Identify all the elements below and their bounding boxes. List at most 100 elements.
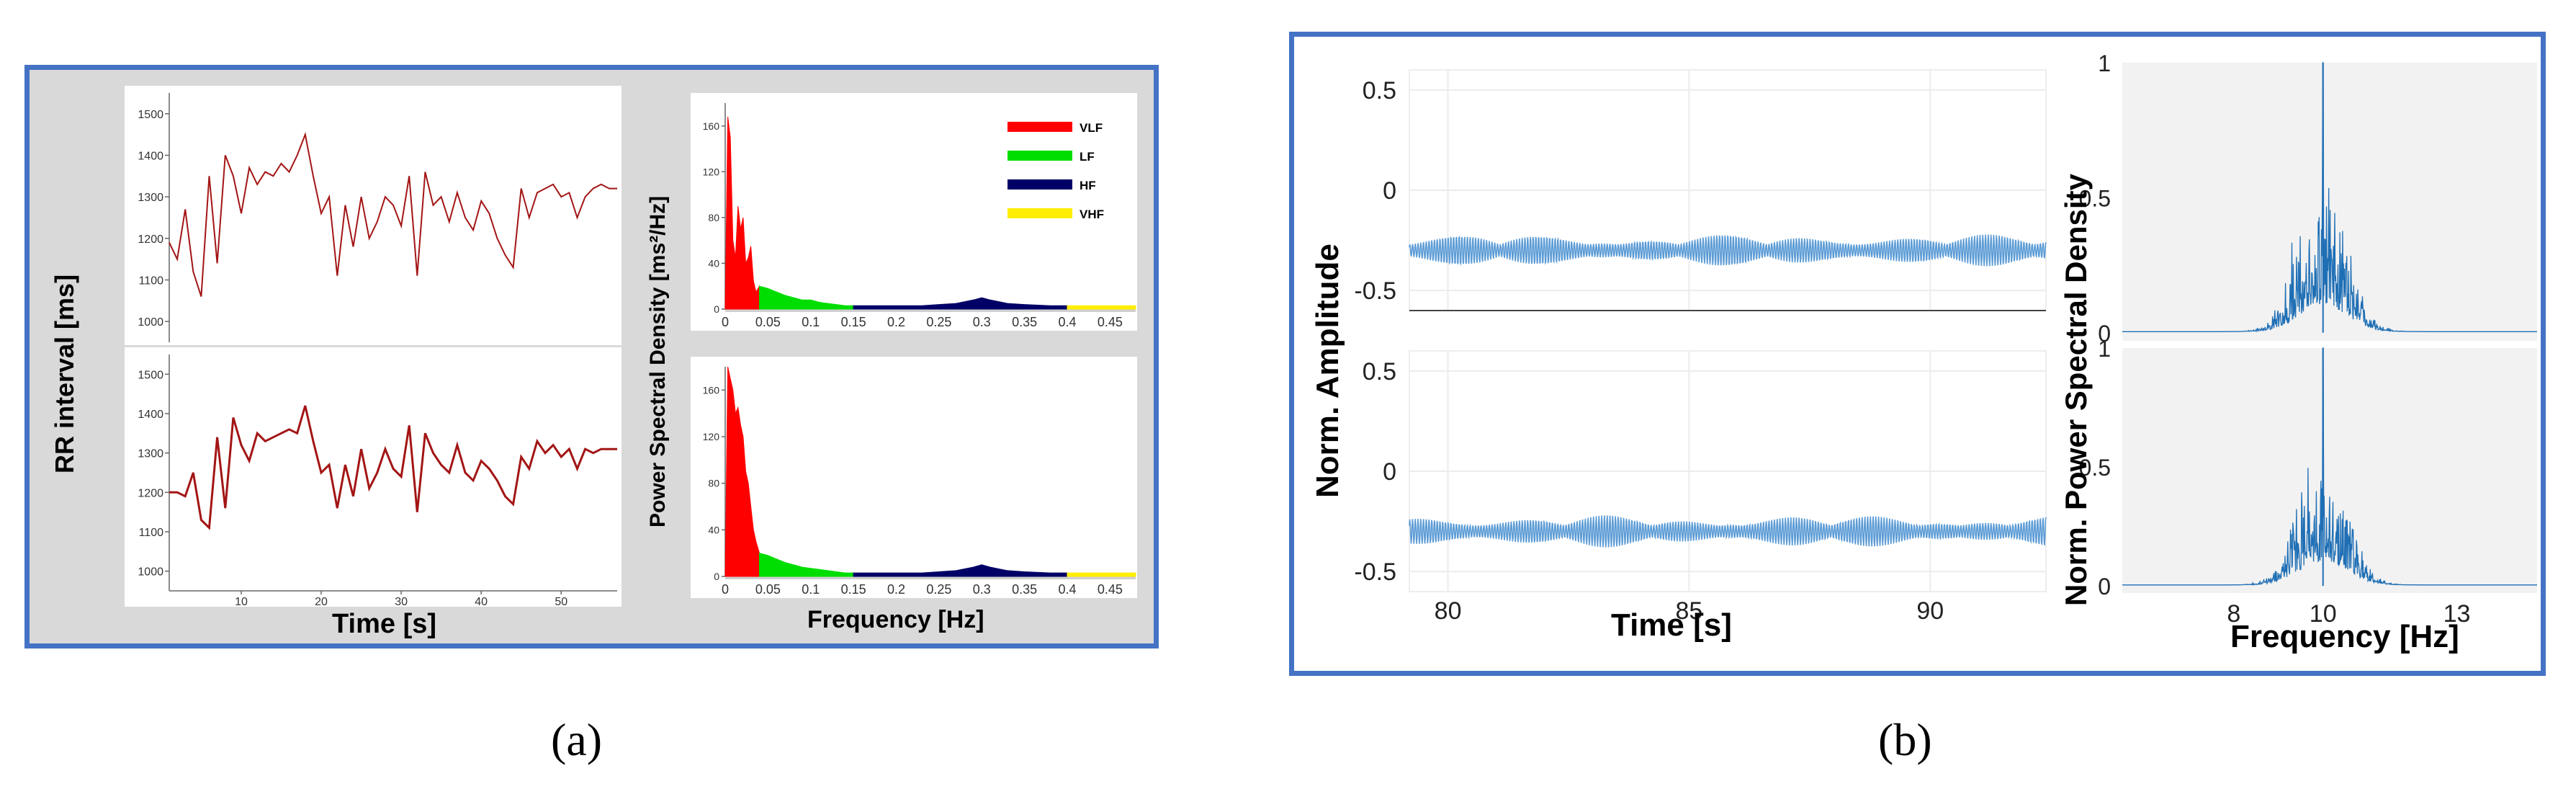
caption-a: (a) xyxy=(551,714,603,765)
x-tick-label: 30 xyxy=(395,596,408,607)
b-eeg-bottom-plot: 80 85 90 0.5 0 -0.5 xyxy=(1354,350,2047,625)
x-tick-label: 0.35 xyxy=(1012,582,1037,597)
legend-label-lf: LF xyxy=(1080,150,1095,164)
y-tick-label: 1 xyxy=(2098,336,2111,362)
x-tick-label: 0.45 xyxy=(1098,315,1123,329)
y-tick-label: -0.5 xyxy=(1354,277,1396,305)
y-tick-label: 1500 xyxy=(138,369,163,381)
x-tick-label: 0.15 xyxy=(841,315,866,329)
y-tick-label: 0 xyxy=(2098,574,2111,599)
x-tick-label: 0.4 xyxy=(1058,315,1076,329)
band-area-hf xyxy=(853,297,1068,310)
a-psd-bottom-plot: 0 40 80 120 160 0 0.05 0.1 0.15 0.2 0.25 0.3 0.35 0.4… xyxy=(691,357,1137,598)
y-tick-label: 1500 xyxy=(138,109,163,121)
legend-label-hf: HF xyxy=(1080,179,1096,192)
psd-spectrum-trace xyxy=(2122,62,2537,333)
y-tick-label: 80 xyxy=(708,212,719,223)
band-area-vhf xyxy=(1067,572,1136,577)
y-tick-label: 1300 xyxy=(138,448,163,460)
x-tick-label: 80 xyxy=(1435,597,1462,625)
rr-series-line xyxy=(169,132,617,297)
plot-background xyxy=(2122,63,2537,341)
y-tick-label: 1200 xyxy=(138,233,163,246)
y-tick-label: 0 xyxy=(2098,321,2111,347)
y-tick-label: 0.5 xyxy=(1363,77,1396,104)
x-tick-label: 10 xyxy=(2310,600,2337,628)
legend-swatch-lf xyxy=(1007,151,1072,161)
y-tick-label: 1100 xyxy=(139,527,164,539)
x-tick-label: 0.35 xyxy=(1012,315,1037,329)
y-tick-label: 0.5 xyxy=(2079,185,2111,211)
x-tick-label: 40 xyxy=(475,596,488,607)
y-tick-label: 1200 xyxy=(138,487,163,499)
x-tick-label: 0.1 xyxy=(802,582,820,597)
rr-series-line xyxy=(169,405,617,530)
x-tick-label: 0 xyxy=(722,315,729,329)
b-psd-top-plot: 00.51 xyxy=(2079,51,2537,347)
x-tick-label: 0.2 xyxy=(887,582,905,597)
x-tick-label: 0.4 xyxy=(1058,582,1076,597)
y-tick-label: 40 xyxy=(708,257,719,269)
y-tick-label: 0 xyxy=(714,303,719,315)
x-tick-label: 0.2 xyxy=(887,315,905,329)
x-tick-label: 0.25 xyxy=(926,315,951,329)
x-tick-label: 0.45 xyxy=(1098,582,1123,597)
a-rr-bottom-plot: 1000 1100 1200 1300 1400 1500 10 20 30 40 50 xyxy=(125,347,621,607)
x-tick-label: 0.1 xyxy=(802,315,820,329)
a-rr-top-plot: 1000 1100 1200 1300 1400 1500 xyxy=(125,86,621,345)
band-area-vlf xyxy=(724,117,760,310)
y-tick-label: 1 xyxy=(2098,51,2111,76)
plot-background xyxy=(125,86,621,345)
band-area-hf xyxy=(853,564,1068,577)
x-tick-label: 20 xyxy=(315,596,328,607)
b-psd-ylabel: Norm. Power Spectral Density xyxy=(2059,174,2093,606)
x-tick-label: 0.05 xyxy=(755,582,781,597)
band-area-vlf xyxy=(724,366,760,577)
y-tick-label: 1000 xyxy=(138,316,163,329)
a-rr-ylabel: RR interval [ms] xyxy=(50,274,79,473)
y-tick-label: 1100 xyxy=(139,275,164,287)
x-tick-label: 0.3 xyxy=(973,582,991,597)
x-tick-label: 0.15 xyxy=(841,582,866,597)
b-eeg-xlabel: Time [s] xyxy=(1611,607,1732,643)
y-tick-label: 160 xyxy=(703,120,720,132)
b-eeg-ylabel: Norm. Amplitude xyxy=(1310,244,1345,498)
legend-label-vlf: VLF xyxy=(1080,121,1103,135)
x-tick-label: 0.05 xyxy=(755,315,781,329)
eeg-signal-trace xyxy=(1409,515,2047,548)
y-tick-label: 40 xyxy=(708,524,719,535)
y-tick-label: 0 xyxy=(714,571,719,582)
eeg-signal-trace xyxy=(1409,234,2047,267)
x-tick-label: 0.3 xyxy=(973,315,991,329)
y-tick-label: 0.5 xyxy=(1363,358,1396,385)
y-tick-label: 1000 xyxy=(138,566,163,579)
band-area-lf xyxy=(759,553,854,577)
x-tick-label: 10 xyxy=(235,596,248,607)
b-psd-xlabel: Frequency [Hz] xyxy=(2230,619,2459,654)
psd-spectrum-trace xyxy=(2122,347,2537,586)
panel-b-frame: 0.5 0 -0.5 80 85 90 0.5 0 -0.5 Norm. Amplitude … xyxy=(1289,32,2546,676)
band-area-lf xyxy=(759,285,854,310)
y-tick-label: 1300 xyxy=(138,192,163,204)
x-tick-label: 13 xyxy=(2443,600,2471,628)
legend-label-vhf: VHF xyxy=(1080,208,1104,221)
y-tick-label: 160 xyxy=(703,384,720,396)
x-tick-label: 8 xyxy=(2227,600,2240,628)
a-rr-xlabel: Time [s] xyxy=(332,609,437,639)
x-tick-label: 50 xyxy=(555,596,567,607)
a-psd-top-plot: 0 40 80 120 160 0 0.05 0.1 0.15 0.2 0.25 0.3 0.35 0.4… xyxy=(691,93,1137,331)
y-tick-label: 0 xyxy=(1383,458,1396,486)
x-tick-label: 90 xyxy=(1916,597,1944,625)
y-tick-label: 1400 xyxy=(138,151,163,163)
x-tick-label: 0.25 xyxy=(926,582,951,597)
x-tick-label: 85 xyxy=(1676,597,1703,625)
panel-a-frame: 1000 1100 1200 1300 1400 1500 1000 1100 1200 130… xyxy=(24,65,1159,648)
y-tick-label: 120 xyxy=(703,166,720,177)
y-tick-label: 0 xyxy=(1383,177,1396,205)
legend-swatch-vhf xyxy=(1007,208,1072,218)
a-psd-ylabel: Power Spectral Density [ms²/Hz] xyxy=(646,195,670,527)
y-tick-label: 80 xyxy=(708,478,719,489)
b-eeg-top-plot: 0.5 0 -0.5 xyxy=(1354,69,2047,311)
legend-swatch-hf xyxy=(1007,179,1072,190)
a-psd-xlabel: Frequency [Hz] xyxy=(807,606,984,633)
